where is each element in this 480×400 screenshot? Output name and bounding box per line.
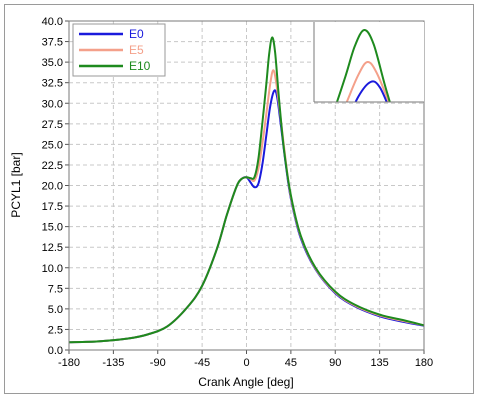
x-tick-label: -135 — [102, 357, 124, 369]
y-tick-label: 10.0 — [42, 263, 63, 275]
x-tick-label: 135 — [370, 357, 388, 369]
inset-line-e0 — [354, 80, 388, 102]
legend: E0 E5 E10 — [72, 23, 166, 77]
legend-label-e5: E5 — [129, 43, 144, 57]
inset-line-e10 — [335, 29, 391, 102]
legend-label-e0: E0 — [129, 27, 144, 41]
x-tick-label: 90 — [329, 357, 341, 369]
x-tick-label: 180 — [415, 357, 433, 369]
x-axis-ticks: -180 -135 -90 -45 0 45 90 135 180 — [58, 350, 433, 369]
y-tick-label: 0.0 — [48, 345, 63, 357]
y-tick-label: 25.0 — [42, 139, 63, 151]
chart-frame: -180 -135 -90 -45 0 45 90 135 180 0.0 2.5 5.0 7.5 10… — [4, 4, 474, 394]
x-tick-label: 45 — [285, 357, 297, 369]
plot-area-border — [68, 20, 425, 351]
y-tick-label: 7.5 — [48, 283, 63, 295]
y-tick-label: 22.5 — [42, 160, 63, 172]
y-tick-label: 32.5 — [42, 78, 63, 90]
x-axis-label: Crank Angle [deg] — [198, 375, 293, 389]
series-lines — [68, 36, 425, 344]
y-tick-label: 40.0 — [42, 16, 63, 28]
inset-zoom — [313, 22, 424, 103]
x-tick-label: -90 — [150, 357, 166, 369]
y-tick-label: 2.5 — [48, 324, 63, 336]
y-tick-label: 12.5 — [42, 242, 63, 254]
x-tick-label: -180 — [58, 357, 80, 369]
y-tick-label: 37.5 — [42, 37, 63, 49]
inset-line-e5 — [345, 60, 390, 102]
series-line-e10 — [68, 36, 425, 344]
y-tick-label: 15.0 — [42, 222, 63, 234]
y-tick-label: 5.0 — [48, 304, 63, 316]
y-tick-label: 17.5 — [42, 201, 63, 213]
y-axis-label: PCYL1 [bar] — [9, 152, 23, 217]
y-axis-ticks: 0.0 2.5 5.0 7.5 10.0 12.5 15.0 17.5 20.0 22.5 25.0… — [42, 16, 69, 357]
y-tick-label: 30.0 — [42, 98, 63, 110]
y-tick-label: 27.5 — [42, 119, 63, 131]
x-tick-label: 0 — [243, 357, 249, 369]
x-tick-label: -45 — [194, 357, 210, 369]
y-tick-label: 20.0 — [42, 181, 63, 193]
inset-series-lines — [335, 29, 391, 102]
pressure-chart: -180 -135 -90 -45 0 45 90 135 180 0.0 2.5 5.0 7.5 10… — [9, 16, 433, 389]
legend-label-e10: E10 — [129, 59, 151, 73]
y-tick-label: 35.0 — [42, 57, 63, 69]
